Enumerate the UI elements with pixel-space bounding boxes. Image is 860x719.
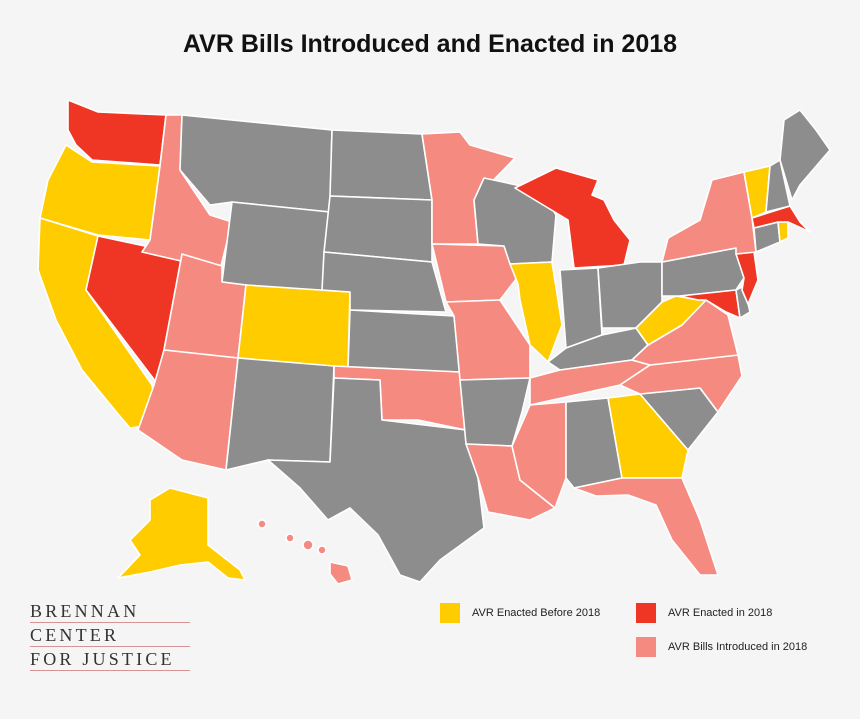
- state-HI: [257, 519, 353, 585]
- state-WA: [67, 99, 167, 166]
- logo-line-3: FOR JUSTICE: [30, 649, 175, 669]
- state-TX: [267, 377, 485, 583]
- state-OR: [39, 144, 161, 241]
- state-KS: [347, 309, 461, 373]
- legend-label-enacted-2018: AVR Enacted in 2018: [668, 607, 773, 619]
- state-AR: [459, 377, 531, 447]
- map-title: AVR Bills Introduced and Enacted in 2018: [182, 30, 678, 58]
- state-IN: [559, 267, 603, 349]
- state-MA: [751, 205, 811, 233]
- state-RI: [777, 221, 789, 243]
- state-GA: [607, 393, 689, 479]
- state-WY: [221, 201, 331, 296]
- state-MI: [514, 167, 631, 269]
- legend-label-introduced-2018: AVR Bills Introduced in 2018: [668, 641, 808, 653]
- legend-item-introduced-2018: AVR Bills Introduced in 2018: [636, 637, 807, 657]
- logo-rule: [30, 670, 190, 671]
- state-NM: [225, 357, 335, 471]
- state-DE: [735, 285, 751, 319]
- state-ND: [329, 129, 433, 201]
- state-MO: [445, 299, 531, 381]
- state-NH: [765, 159, 791, 213]
- legend-swatch-enacted-before: [440, 603, 460, 623]
- state-IL: [509, 261, 563, 363]
- state-FL: [573, 477, 719, 576]
- logo-line-1: BRENNAN: [30, 601, 140, 621]
- state-ME: [779, 109, 831, 201]
- legend-swatch-introduced-2018: [636, 637, 656, 657]
- logo-line-2: CENTER: [30, 625, 120, 645]
- state-SD: [323, 195, 433, 263]
- logo-rule: [30, 622, 190, 623]
- brennan-center-logo: BRENNAN CENTER FOR JUSTICE: [30, 600, 190, 672]
- legend-item-enacted-2018: AVR Enacted in 2018: [636, 603, 772, 623]
- state-CO: [237, 284, 351, 369]
- logo-rule: [30, 646, 190, 647]
- state-NY: [661, 171, 757, 263]
- legend-item-enacted-before: AVR Enacted Before 2018: [440, 603, 600, 623]
- state-AK: [117, 487, 246, 581]
- legend-swatch-enacted-2018: [636, 603, 656, 623]
- state-MT: [179, 114, 333, 213]
- legend-label-enacted-before: AVR Enacted Before 2018: [472, 607, 601, 619]
